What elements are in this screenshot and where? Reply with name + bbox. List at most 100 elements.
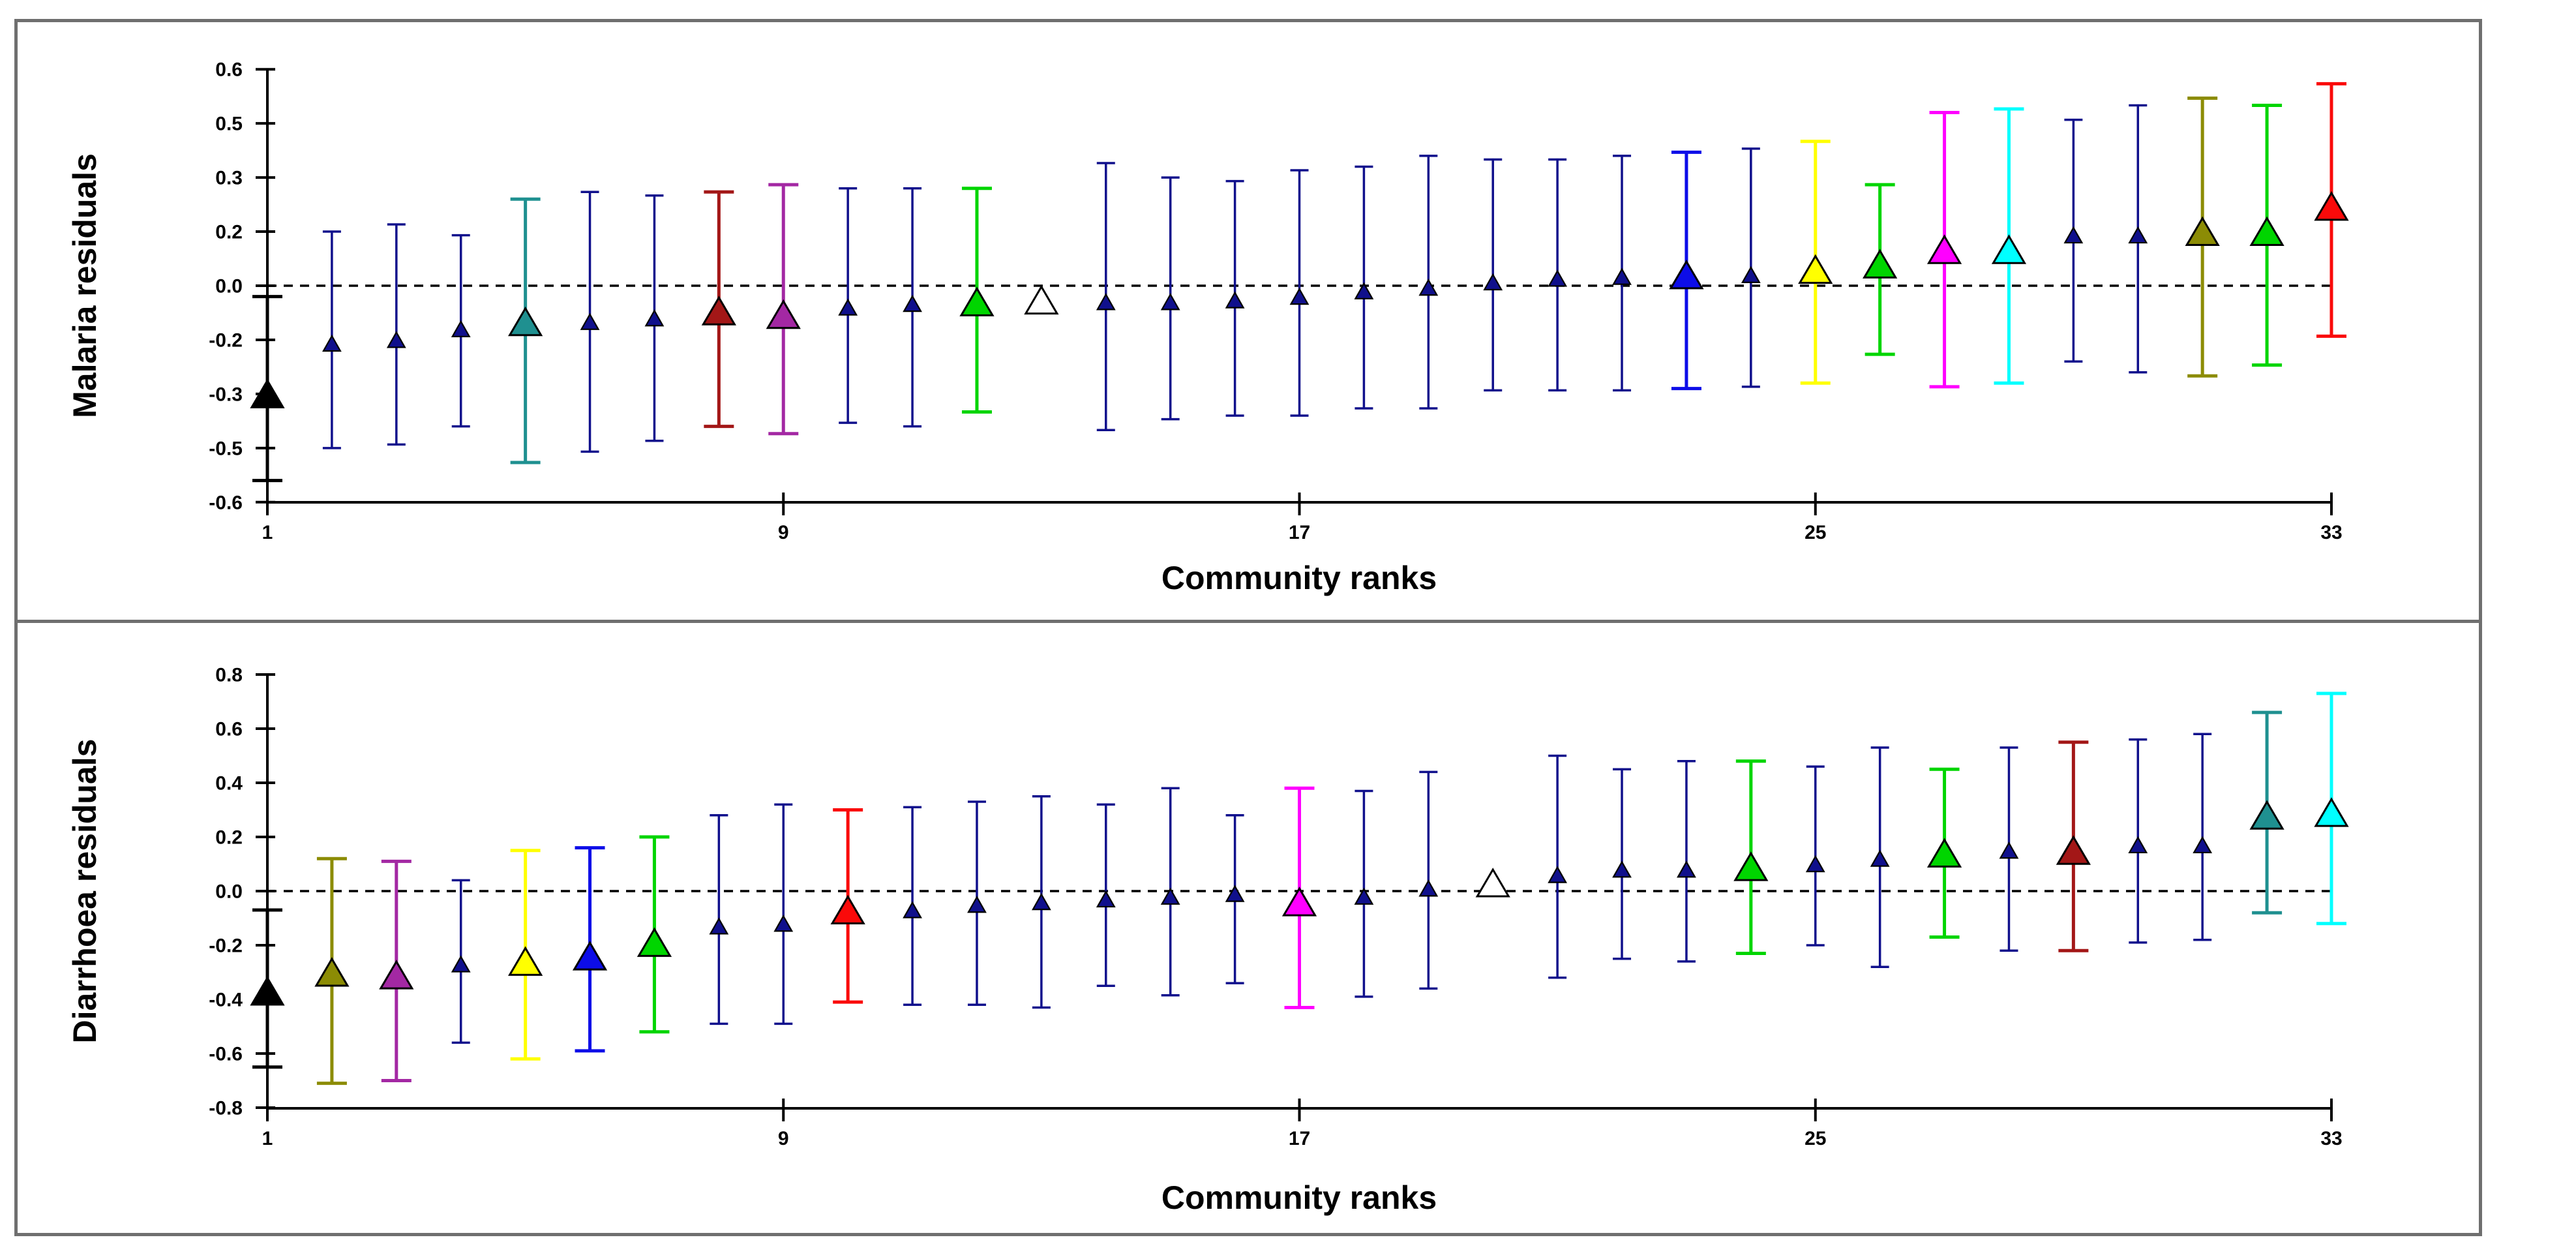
malaria-y-tick-label: 0.6	[215, 59, 243, 81]
malaria-point-rank-20	[1483, 158, 1503, 392]
malaria-x-tick-label: 1	[262, 522, 273, 543]
malaria-triangle-marker-rank-15	[1160, 293, 1180, 311]
malaria-point-rank-18	[1354, 165, 1374, 410]
malaria-triangle-marker-rank-28	[1991, 234, 2027, 264]
diarrhoea-point-rank-11	[903, 806, 922, 1007]
diarrhoea-triangle-marker-rank-32	[2249, 800, 2284, 830]
diarrhoea-point-rank-7	[637, 835, 672, 1034]
diarrhoea-y-tick-label: 0.2	[215, 827, 243, 849]
malaria-triangle-marker-rank-3	[386, 331, 406, 348]
diarrhoea-point-rank-29	[2056, 740, 2091, 952]
diarrhoea-point-rank-19	[1418, 770, 1439, 990]
diarrhoea-point-rank-21	[1548, 754, 1568, 979]
malaria-triangle-marker-rank-20	[1483, 273, 1503, 291]
diarrhoea-y-tick-label: -0.6	[209, 1044, 243, 1065]
diarrhoea-triangle-marker-rank-27	[1926, 838, 1962, 868]
diarrhoea-y-axis-title: Diarrhoea residuals	[67, 738, 103, 1044]
diarrhoea-triangle-marker-rank-17	[1281, 887, 1317, 917]
diarrhoea-triangle-marker-rank-4	[451, 955, 471, 973]
malaria-triangle-marker-rank-18	[1354, 282, 1374, 299]
diarrhoea-y-tick-label: -0.2	[209, 935, 243, 957]
malaria-triangle-marker-rank-25	[1798, 254, 1833, 284]
diarrhoea-triangle-marker-rank-25	[1805, 855, 1825, 873]
malaria-point-rank-25	[1798, 140, 1833, 385]
diarrhoea-x-tick-label: 25	[1805, 1128, 1826, 1149]
diarrhoea-axes: 0.8 0.6 0.4 0.2 0.0 -0.2 -0.4 -0.6 -0.8 1 9 17 25 33	[209, 665, 2342, 1150]
malaria-point-rank-22	[1612, 155, 1632, 392]
malaria-x-tick-label: 17	[1289, 522, 1310, 543]
diarrhoea-triangle-marker-rank-10	[830, 894, 865, 925]
malaria-triangle-marker-rank-30	[2128, 226, 2148, 244]
diarrhoea-point-rank-25	[1805, 765, 1825, 947]
diarrhoea-triangle-marker-rank-23	[1677, 860, 1696, 878]
diarrhoea-x-tick-label: 17	[1289, 1128, 1310, 1149]
diarrhoea-triangle-marker-rank-31	[2193, 836, 2213, 854]
malaria-y-tick-label: -0.5	[209, 438, 243, 459]
malaria-y-tick-label: 0.5	[215, 114, 243, 135]
malaria-x-axis-title: Community ranks	[1161, 560, 1437, 596]
malaria-x-tick-label: 25	[1805, 522, 1826, 543]
malaria-point-rank-5	[508, 197, 543, 464]
malaria-point-rank-24	[1741, 147, 1761, 388]
malaria-y-tick-label: 0.0	[215, 276, 243, 297]
malaria-point-rank-7	[644, 194, 665, 442]
diarrhoea-point-rank-17	[1281, 786, 1317, 1009]
diarrhoea-y-tick-label: -0.8	[209, 1098, 243, 1119]
malaria-triangle-marker-rank-22	[1612, 267, 1632, 285]
diarrhoea-point-rank-30	[2128, 738, 2148, 944]
malaria-point-rank-27	[1926, 111, 1962, 389]
malaria-y-tick-label: -0.2	[209, 329, 243, 351]
diarrhoea-point-rank-12	[967, 800, 987, 1007]
malaria-point-rank-2	[322, 230, 342, 449]
diarrhoea-point-rank-8	[709, 814, 729, 1025]
diarrhoea-caterpillar-chart: 0.8 0.6 0.4 0.2 0.0 -0.2 -0.4 -0.6 -0.8 1 9 17 25 33	[209, 665, 2349, 1150]
malaria-y-tick-label: 0.2	[215, 222, 243, 243]
malaria-point-rank-32	[2249, 104, 2284, 367]
malaria-triangle-marker-rank-9	[766, 299, 801, 329]
diarrhoea-point-rank-32	[2249, 710, 2284, 915]
diarrhoea-point-rank-33	[2314, 691, 2349, 926]
malaria-triangle-marker-rank-6	[580, 312, 600, 330]
diarrhoea-triangle-marker-rank-20	[1475, 868, 1510, 898]
diarrhoea-triangle-marker-rank-29	[2056, 835, 2091, 865]
diarrhoea-point-rank-31	[2193, 733, 2213, 941]
diarrhoea-triangle-marker-rank-33	[2314, 797, 2349, 827]
diarrhoea-triangle-marker-rank-15	[1160, 887, 1180, 905]
diarrhoea-point-rank-22	[1612, 768, 1632, 960]
diarrhoea-point-rank-3	[379, 859, 414, 1082]
diarrhoea-point-rank-27	[1926, 767, 1962, 939]
malaria-triangle-marker-rank-4	[451, 320, 471, 337]
malaria-triangle-marker-rank-10	[838, 298, 858, 316]
malaria-point-rank-8	[701, 190, 736, 429]
malaria-x-tick-label: 9	[778, 522, 789, 543]
malaria-triangle-marker-rank-21	[1548, 269, 1568, 287]
malaria-point-rank-23	[1669, 150, 1704, 391]
malaria-triangle-marker-rank-16	[1225, 291, 1245, 309]
malaria-triangle-marker-rank-2	[322, 334, 342, 352]
diarrhoea-triangle-marker-rank-12	[967, 896, 987, 913]
malaria-triangle-marker-rank-17	[1289, 287, 1310, 305]
diarrhoea-y-tick-label: -0.4	[209, 990, 243, 1011]
diarrhoea-triangle-marker-rank-5	[508, 946, 543, 976]
diarrhoea-point-rank-20	[1475, 868, 1510, 898]
malaria-triangle-marker-rank-7	[644, 309, 665, 327]
diarrhoea-point-rank-13	[1031, 795, 1051, 1009]
malaria-triangle-marker-rank-13	[1024, 284, 1059, 315]
malaria-point-rank-13	[1024, 284, 1059, 315]
diarrhoea-triangle-marker-rank-18	[1354, 887, 1374, 905]
diarrhoea-triangle-marker-rank-1	[250, 976, 285, 1006]
diarrhoea-triangle-marker-rank-2	[314, 957, 350, 987]
malaria-triangle-marker-rank-14	[1096, 293, 1116, 311]
malaria-triangle-marker-rank-31	[2185, 216, 2220, 247]
malaria-point-rank-17	[1289, 169, 1310, 417]
diarrhoea-y-tick-label: 0.4	[215, 773, 243, 795]
diarrhoea-triangle-marker-rank-28	[1999, 842, 2019, 859]
malaria-point-rank-11	[903, 187, 922, 428]
diarrhoea-point-rank-18	[1354, 789, 1374, 998]
malaria-point-rank-9	[766, 183, 801, 436]
malaria-point-rank-29	[2063, 118, 2084, 363]
malaria-point-rank-6	[580, 190, 600, 453]
diarrhoea-point-rank-14	[1096, 803, 1116, 987]
diarrhoea-point-rank-9	[773, 803, 794, 1025]
